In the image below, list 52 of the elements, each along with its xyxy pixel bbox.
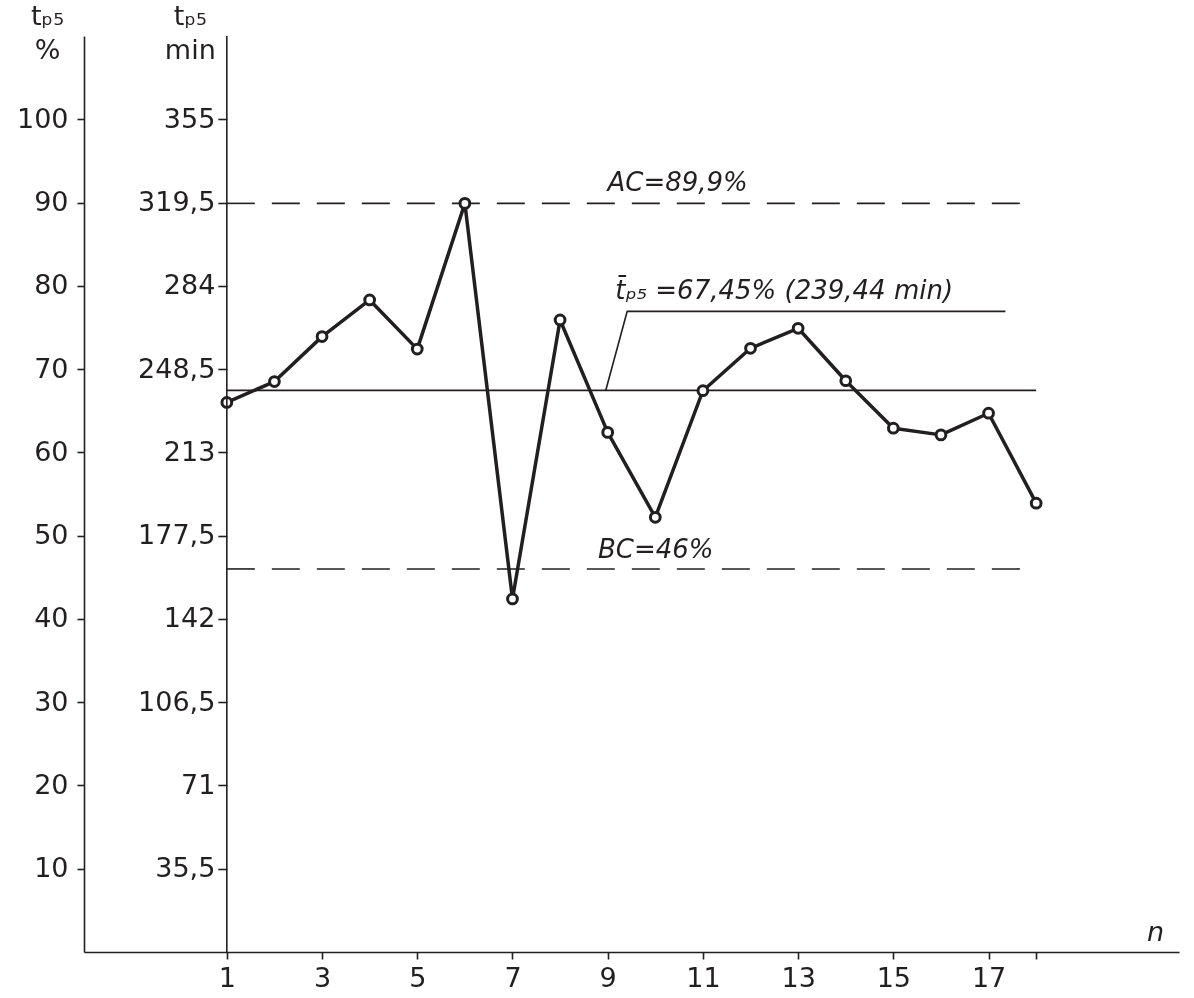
y2-axis-title: tₚ₅ min: [164, 0, 216, 65]
point: [982, 406, 995, 420]
point: [553, 313, 567, 327]
x-tick-label: 9: [599, 961, 617, 993]
y2-tick-label: 319,5: [138, 186, 216, 218]
point: [886, 421, 900, 435]
y-tick-label: 60: [34, 435, 69, 467]
y2-tick-label: 284: [163, 269, 216, 301]
point: [458, 197, 472, 210]
y2-tick-label: 248,5: [138, 352, 216, 384]
point: [506, 592, 519, 606]
y2-tick-label: 142: [163, 602, 216, 634]
x-tick-label: 3: [313, 961, 332, 993]
point: [744, 341, 757, 355]
x-tick-label: 17: [971, 961, 1007, 993]
point: [839, 374, 853, 388]
x-tick-label: 15: [876, 961, 912, 993]
x-tick-label: 5: [409, 961, 427, 993]
x-tick-label: 13: [781, 961, 816, 993]
x-tick-label: 11: [686, 961, 721, 993]
point: [791, 321, 805, 335]
y2-tick-label: 35,5: [155, 852, 216, 884]
y2-tick-label: 213: [163, 435, 216, 467]
y-tick-label: 70: [34, 352, 69, 384]
x-tick-label: 7: [504, 961, 522, 993]
point: [410, 342, 424, 356]
y2-tick-label: 71: [180, 768, 216, 800]
y-tick-label: 90: [34, 186, 69, 218]
y-tick-label: 100: [16, 102, 69, 134]
ref-line-label: AC=89,9%: [605, 167, 748, 198]
y-tick-label: 80: [34, 269, 69, 301]
point: [363, 293, 377, 307]
x-tick-label: 1: [218, 961, 236, 993]
point: [648, 510, 662, 524]
point: [268, 375, 281, 388]
point: [934, 428, 948, 442]
x-axis-title: n: [1146, 915, 1165, 947]
y-tick-label: 50: [34, 519, 69, 551]
point: [601, 426, 615, 439]
y-tick-label: 40: [34, 602, 69, 634]
ref-line-label: t̄ₚ₅ =67,45% (239,44 min): [615, 274, 954, 306]
point: [315, 330, 329, 343]
y2-tick-label: 106,5: [138, 685, 216, 717]
y-tick-label: 20: [34, 768, 69, 800]
point: [1029, 496, 1043, 510]
y2-tick-label: 355: [163, 102, 216, 134]
point: [696, 384, 710, 398]
ref-line-label: BC=46%: [597, 533, 714, 564]
y2-tick-label: 177,5: [138, 519, 216, 551]
y-tick-label: 30: [34, 685, 69, 717]
y-tick-label: 10: [34, 852, 69, 884]
y-axis-title: tₚ₅ %: [31, 0, 64, 65]
